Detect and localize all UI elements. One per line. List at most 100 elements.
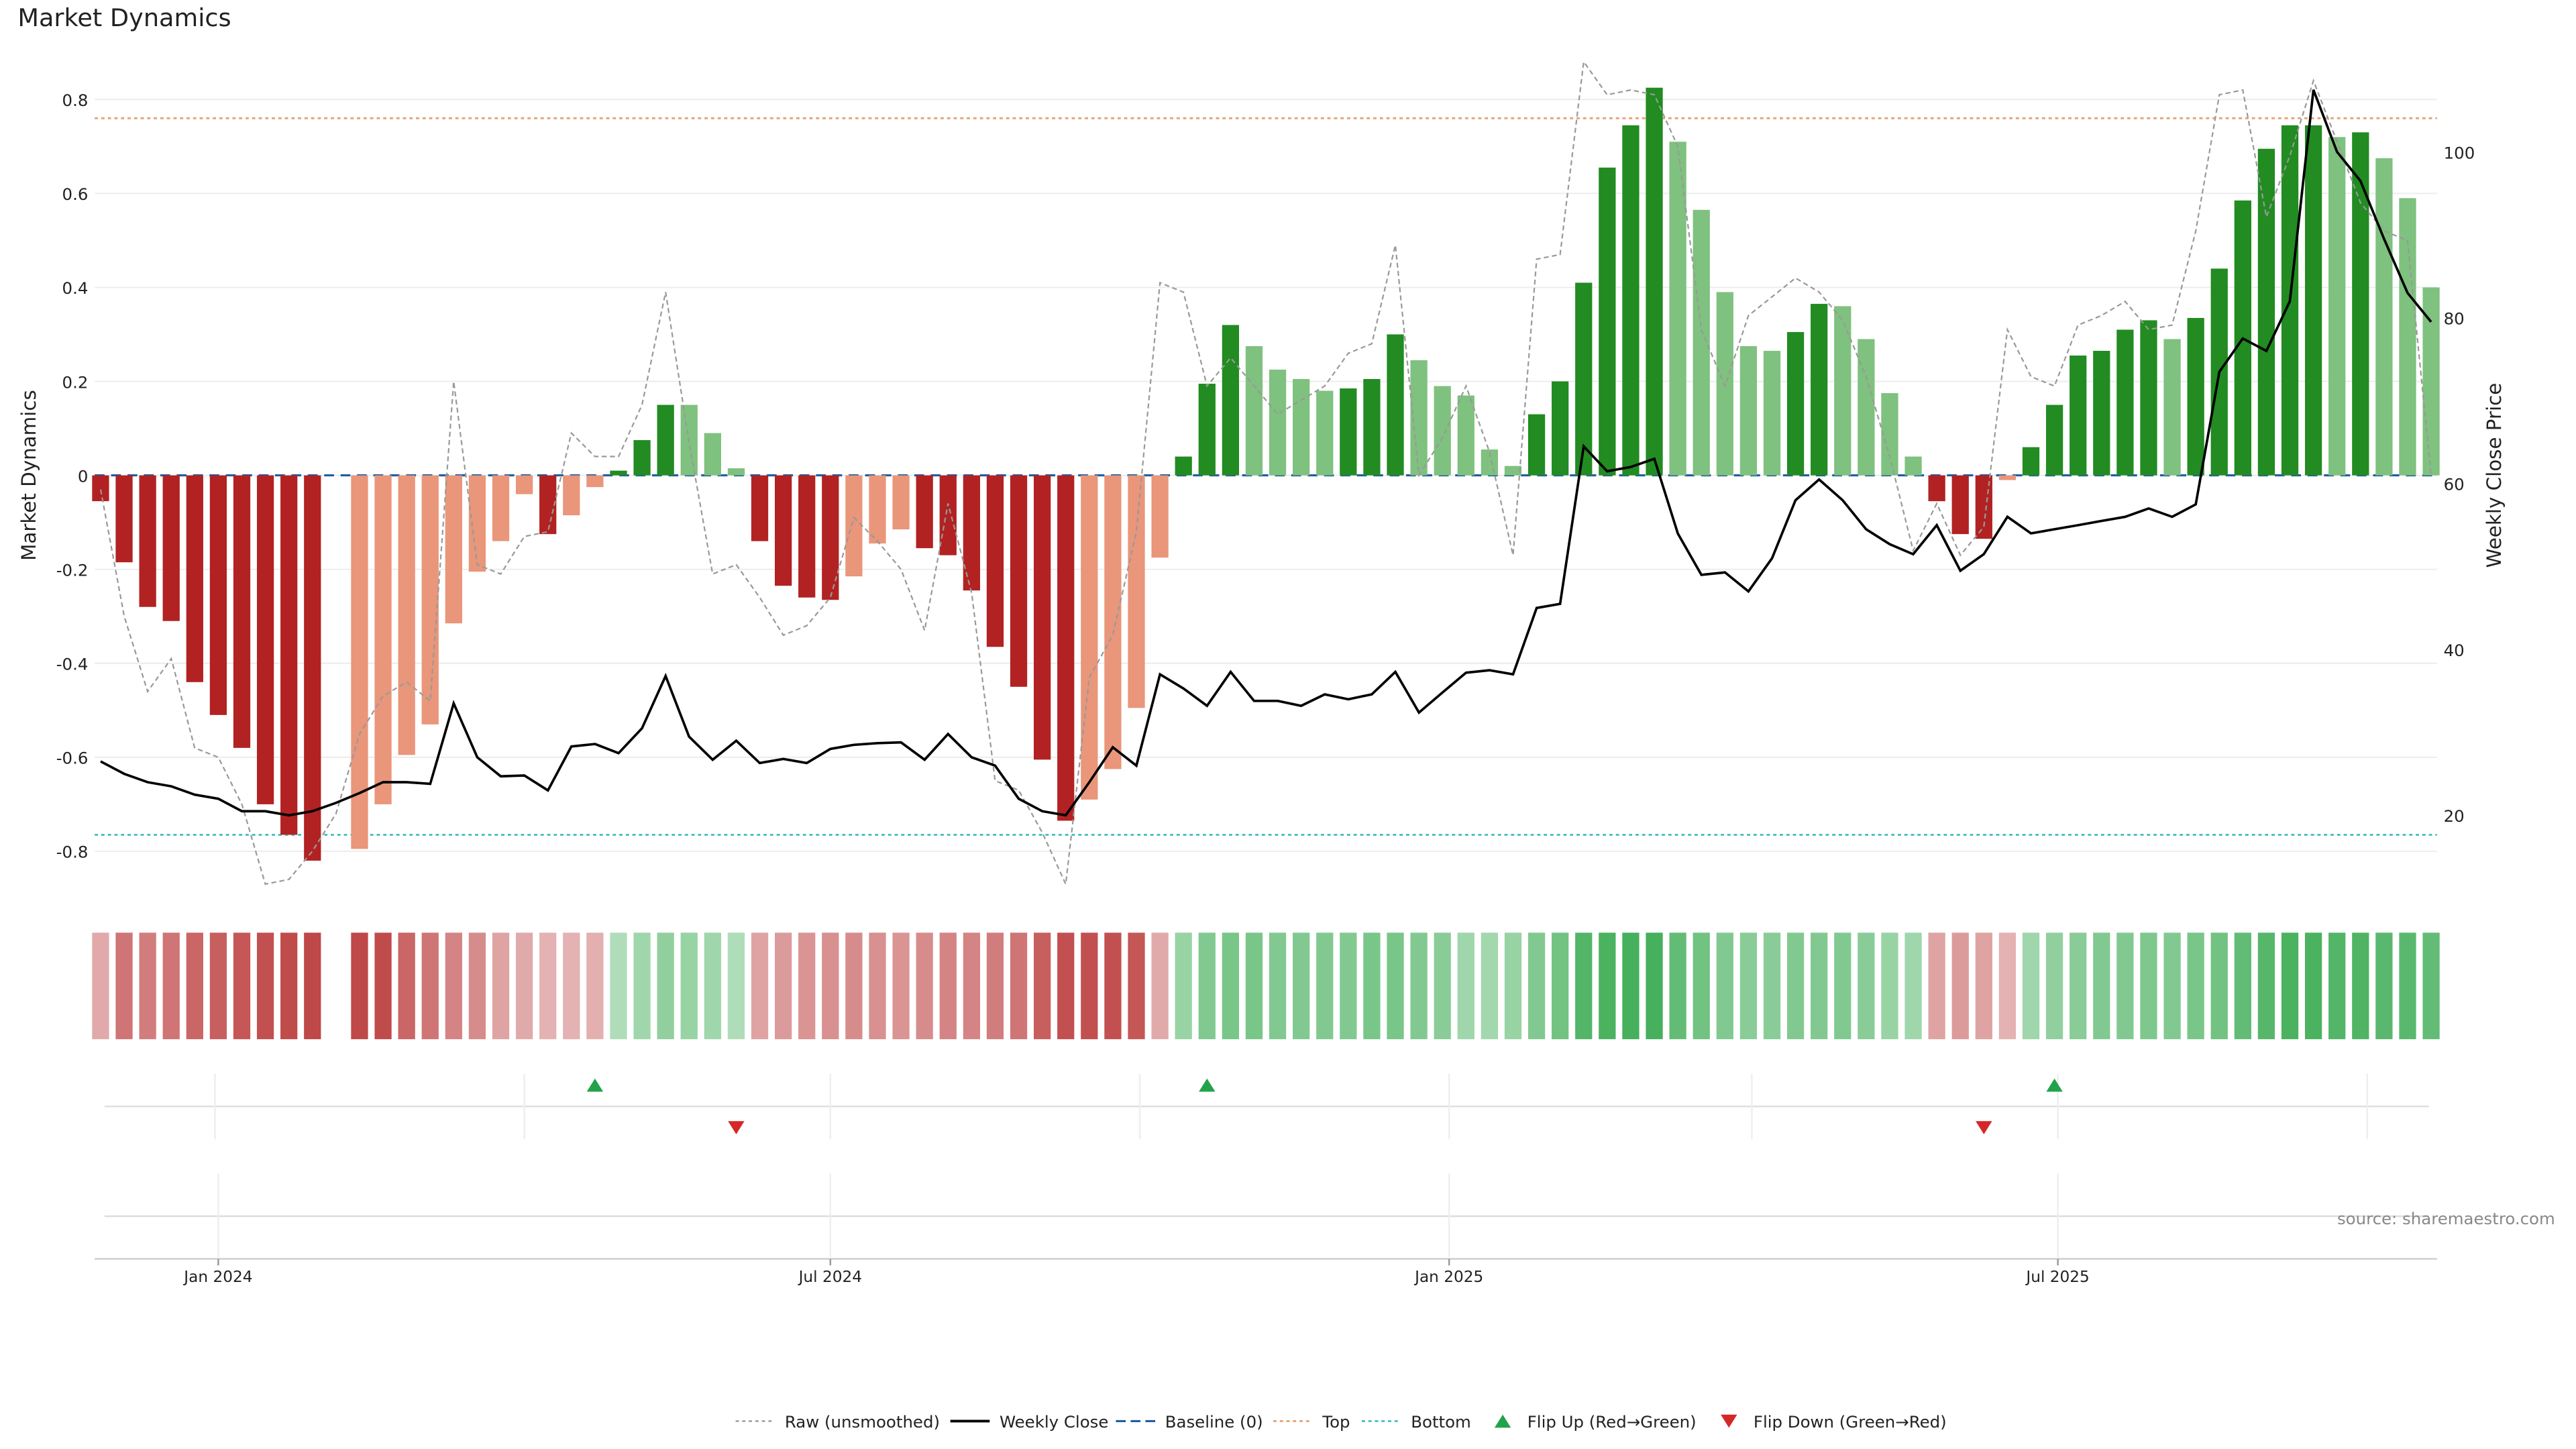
bar bbox=[751, 475, 769, 541]
bar bbox=[1716, 292, 1733, 476]
strip-cell bbox=[1222, 932, 1240, 1040]
strip-cell bbox=[1034, 932, 1051, 1040]
strip-cell bbox=[657, 932, 674, 1040]
strip-cell bbox=[798, 932, 816, 1040]
y2-tick-label: 100 bbox=[2444, 143, 2475, 162]
strip-cell bbox=[1739, 932, 1758, 1040]
bar bbox=[2022, 447, 2040, 476]
strip-cell bbox=[1858, 932, 1875, 1040]
bar bbox=[233, 475, 251, 748]
strip-cell bbox=[610, 932, 627, 1040]
bar bbox=[892, 475, 910, 530]
strip-cell bbox=[2022, 932, 2040, 1040]
legend-label: Baseline (0) bbox=[1165, 1412, 1263, 1432]
strip-cell bbox=[1410, 932, 1428, 1040]
bar bbox=[1151, 475, 1169, 558]
strip-cell bbox=[256, 932, 274, 1040]
strip-cell bbox=[1104, 932, 1122, 1040]
y2-tick-label: 20 bbox=[2444, 806, 2465, 826]
strip-cell bbox=[2140, 932, 2157, 1040]
x-tick-label: Jan 2024 bbox=[182, 1268, 252, 1286]
bar bbox=[657, 405, 674, 476]
bar bbox=[421, 475, 439, 724]
x-tick-label: Jul 2024 bbox=[798, 1268, 862, 1286]
bar bbox=[1457, 395, 1474, 476]
strip-cell bbox=[845, 932, 863, 1040]
bar bbox=[2163, 339, 2181, 476]
left-axis: -0.8 -0.6 -0.4 -0.2 0 0.2 0.4 0.6 0.8 bbox=[56, 91, 89, 862]
strip-cell bbox=[2093, 932, 2110, 1040]
strip-cell bbox=[1786, 932, 1805, 1040]
bar bbox=[586, 475, 604, 488]
bar bbox=[1316, 390, 1334, 476]
strip-cell bbox=[1599, 932, 1616, 1040]
strip-cell bbox=[162, 932, 180, 1040]
strip-cell bbox=[2234, 932, 2251, 1040]
y-tick-label: -0.4 bbox=[56, 655, 89, 674]
bar bbox=[1128, 475, 1145, 708]
flip-down-marker bbox=[1976, 1121, 1992, 1134]
bar bbox=[2422, 287, 2440, 476]
strip-cell bbox=[139, 932, 156, 1040]
bar bbox=[374, 475, 392, 804]
chart-title: Market Dynamics bbox=[17, 3, 231, 32]
bar bbox=[1434, 386, 1451, 476]
bar bbox=[2116, 329, 2134, 476]
bar bbox=[1198, 384, 1216, 476]
flip-down-marker bbox=[728, 1121, 745, 1134]
strip-cell bbox=[233, 932, 251, 1040]
strip-cell bbox=[1763, 932, 1781, 1040]
bar bbox=[1622, 125, 1640, 476]
bar bbox=[2304, 125, 2322, 476]
bar bbox=[2070, 355, 2087, 476]
bar bbox=[986, 475, 1004, 647]
strip-cell bbox=[939, 932, 957, 1040]
bar bbox=[1104, 475, 1122, 769]
strip-cell bbox=[1175, 932, 1192, 1040]
strip-cell bbox=[115, 932, 133, 1040]
strip-cell bbox=[1481, 932, 1499, 1040]
bar bbox=[1599, 167, 1616, 476]
bar bbox=[798, 475, 816, 598]
y-tick-label: -0.6 bbox=[56, 749, 89, 768]
bar bbox=[1552, 381, 1569, 476]
legend-flip-down-icon bbox=[1721, 1414, 1737, 1428]
bar bbox=[209, 475, 227, 715]
strip-cell bbox=[2116, 932, 2134, 1040]
strip-cell bbox=[1904, 932, 1922, 1040]
bar bbox=[351, 475, 368, 849]
strip-cell bbox=[1198, 932, 1216, 1040]
legend-label: Weekly Close bbox=[1000, 1412, 1108, 1432]
raw-series bbox=[99, 60, 2432, 888]
strip-cell bbox=[445, 932, 462, 1040]
y-tick-label: 0.4 bbox=[62, 278, 89, 298]
strip-cell bbox=[539, 932, 557, 1040]
strip-cell bbox=[633, 932, 651, 1040]
strip-cell bbox=[1434, 932, 1451, 1040]
bar bbox=[1646, 87, 1663, 476]
bar bbox=[139, 475, 156, 607]
bar bbox=[1245, 345, 1263, 476]
strip-cell bbox=[2304, 932, 2322, 1040]
strip-cell bbox=[1527, 932, 1546, 1040]
bar bbox=[1527, 414, 1546, 476]
strip-cell bbox=[2399, 932, 2416, 1040]
legend-label: Raw (unsmoothed) bbox=[785, 1412, 940, 1432]
strip-cell bbox=[2328, 932, 2346, 1040]
bar bbox=[539, 475, 557, 535]
strip-cell bbox=[186, 932, 203, 1040]
source-note: source: sharemaestro.com bbox=[2337, 1209, 2555, 1228]
strip-cell bbox=[515, 932, 533, 1040]
strip-cell bbox=[492, 932, 510, 1040]
flip-up-marker bbox=[2046, 1078, 2063, 1092]
bar bbox=[1739, 345, 1758, 476]
strip-cell bbox=[280, 932, 298, 1040]
bar bbox=[162, 475, 180, 621]
bar bbox=[1975, 475, 1992, 539]
bar bbox=[186, 475, 203, 682]
bar bbox=[563, 475, 580, 516]
x-tick-label: Jan 2025 bbox=[1413, 1268, 1483, 1286]
weekly-close-line bbox=[100, 89, 2432, 817]
bar bbox=[1081, 475, 1098, 800]
strip-cell bbox=[1928, 932, 1945, 1040]
